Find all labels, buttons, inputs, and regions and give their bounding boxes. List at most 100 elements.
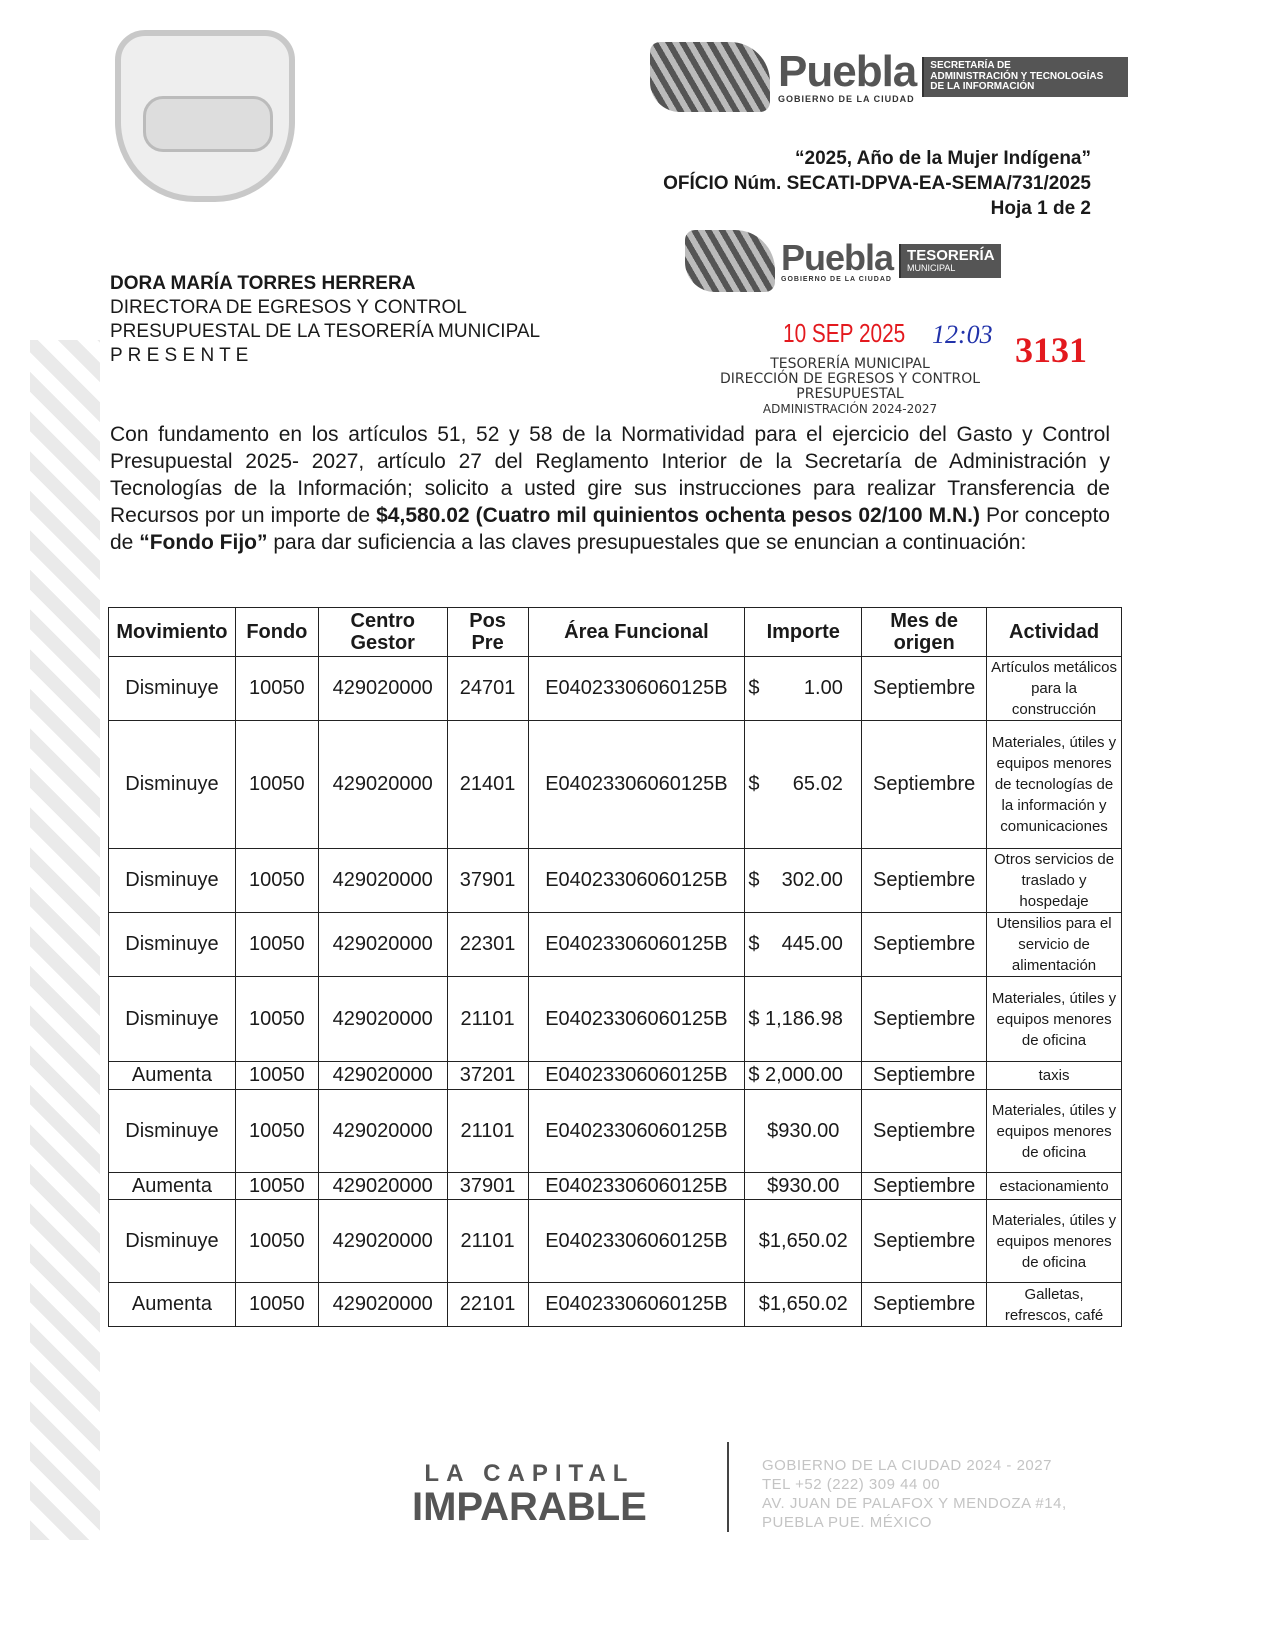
table-row: Aumenta 10050 429020000 37201 E0402330606012…	[108, 1061, 1122, 1090]
table-cell: 429020000	[317, 912, 448, 977]
table-cell: $930.00	[744, 1172, 863, 1200]
table-cell: $1,650.02	[744, 1282, 863, 1327]
table-cell: 429020000	[317, 1061, 448, 1090]
table-cell: 37901	[446, 1172, 529, 1200]
table-cell: Materiales, útiles y equipos menores de …	[986, 720, 1122, 849]
table-cell: 21401	[446, 720, 529, 849]
table-cell: E04023306060125B	[527, 720, 746, 849]
footer-info-line: AV. JUAN DE PALAFOX Y MENDOZA #14,	[762, 1495, 1067, 1512]
table-cell: 429020000	[317, 976, 448, 1062]
reception-stamp-text: TESORERÍA MUNICIPAL DIRECCIÓN DE EGRESOS…	[700, 356, 1000, 417]
table-cell: 429020000	[317, 1172, 448, 1200]
table-cell: Septiembre	[861, 1172, 988, 1200]
table-cell: 21101	[446, 976, 529, 1062]
table-cell: 10050	[234, 848, 319, 913]
column-header: Centro Gestor	[317, 607, 448, 657]
footer-info-line: GOBIERNO DE LA CIUDAD 2024 - 2027	[762, 1457, 1052, 1474]
table-cell: 429020000	[317, 848, 448, 913]
table-row: Disminuye 10050 429020000 21401 E04023306060…	[108, 720, 1122, 849]
table-cell: Disminuye	[108, 656, 236, 721]
puebla-emblem-icon	[650, 42, 770, 112]
table-cell: Disminuye	[108, 1089, 236, 1173]
table-cell: Aumenta	[108, 1061, 236, 1090]
addressee-name: DORA MARÍA TORRES HERRERA	[110, 273, 416, 294]
table-cell: Artículos metálicos para la construcción	[986, 656, 1122, 721]
table-cell: 22101	[446, 1282, 529, 1327]
table-cell: 21101	[446, 1089, 529, 1173]
table-cell: $ 65.02	[744, 720, 863, 849]
box-line: ADMINISTRACIÓN Y TECNOLOGÍAS	[930, 70, 1104, 82]
table-row: Aumenta 10050 429020000 22101 E0402330606012…	[108, 1282, 1122, 1327]
table-cell: Septiembre	[861, 976, 988, 1062]
table-row: Disminuye 10050 429020000 21101 E04023306060…	[108, 1089, 1122, 1173]
amount: $4,580.02 (Cuatro mil quinientos ochenta…	[376, 504, 980, 527]
table-cell: Otros servicios de traslado y hospedaje	[986, 848, 1122, 913]
table-cell: Septiembre	[861, 720, 988, 849]
table-cell: estacionamiento	[986, 1172, 1122, 1200]
table-cell: 10050	[234, 1199, 319, 1283]
table-cell: 10050	[234, 1282, 319, 1327]
table-cell: 10050	[234, 912, 319, 977]
stamp-line: PRESUPUESTAL	[796, 386, 904, 402]
table-cell: $ 302.00	[744, 848, 863, 913]
logo-subtitle: GOBIERNO DE LA CIUDAD	[781, 275, 892, 283]
la-capital-imparable-logo: LA CAPITAL IMPARABLE	[412, 1460, 647, 1529]
table-cell: Septiembre	[861, 848, 988, 913]
tesoreria-box: TESORERÍA MUNICIPAL	[899, 244, 1001, 278]
table-cell: Aumenta	[108, 1282, 236, 1327]
table-cell: 21101	[446, 1199, 529, 1283]
footer-info-line: TEL +52 (222) 309 44 00	[762, 1476, 941, 1493]
stamp-line: TESORERÍA MUNICIPAL	[770, 356, 930, 372]
box-line: DE LA INFORMACIÓN	[930, 81, 1035, 93]
table-cell: Materiales, útiles y equipos menores de …	[986, 1089, 1122, 1173]
addressee-title: DIRECTORA DE EGRESOS Y CONTROL	[110, 297, 467, 318]
table-cell: 37901	[446, 848, 529, 913]
table-cell: $930.00	[744, 1089, 863, 1173]
table-cell: 22301	[446, 912, 529, 977]
footer-contact-info: GOBIERNO DE LA CIUDAD 2024 - 2027 TEL +52…	[762, 1456, 1067, 1532]
stamp-line: DIRECCIÓN DE EGRESOS Y CONTROL	[719, 371, 981, 387]
column-header: Importe	[744, 607, 863, 657]
table-cell: Utensilios para el servicio de alimentac…	[986, 912, 1122, 977]
box-line: TESORERÍA	[907, 247, 995, 265]
logo-word: Puebla	[778, 47, 917, 96]
secati-logo: Puebla GOBIERNO DE LA CIUDAD SECRETARÍA …	[650, 42, 1129, 112]
body-text: para dar suficiencia a las claves presup…	[267, 531, 1027, 554]
table-cell: 429020000	[317, 1199, 448, 1283]
secretaria-box: SECRETARÍA DE ADMINISTRACIÓN Y TECNOLOGÍ…	[922, 57, 1129, 97]
table-cell: Septiembre	[861, 656, 988, 721]
table-header-row: Movimiento Fondo Centro Gestor Pos Pre Área …	[108, 607, 1122, 657]
table-cell: Septiembre	[861, 1199, 988, 1283]
budget-transfer-table: Movimiento Fondo Centro Gestor Pos Pre Área …	[108, 607, 1122, 1327]
table-row: Disminuye 10050 429020000 37901 E04023306060…	[108, 848, 1122, 913]
table-cell: Disminuye	[108, 1199, 236, 1283]
table-row: Disminuye 10050 429020000 22301 E04023306060…	[108, 912, 1122, 977]
concept: “Fondo Fijo”	[139, 531, 268, 554]
page-indicator: Hoja 1 de 2	[990, 198, 1091, 219]
table-row: Aumenta 10050 429020000 37901 E0402330606012…	[108, 1172, 1122, 1200]
footer-logo-line: LA CAPITAL	[424, 1460, 635, 1487]
presente: P R E S E N T E	[110, 345, 249, 366]
table-cell: 10050	[234, 720, 319, 849]
body-paragraph: Con fundamento en los artículos 51, 52 y…	[110, 421, 1110, 556]
table-cell: E04023306060125B	[527, 848, 746, 913]
table-cell: E04023306060125B	[527, 1061, 746, 1090]
table-row: Disminuye 10050 429020000 21101 E04023306060…	[108, 976, 1122, 1062]
table-cell: Disminuye	[108, 912, 236, 977]
logo-word: Puebla	[781, 236, 894, 278]
table-cell: 10050	[234, 656, 319, 721]
table-cell: Septiembre	[861, 1061, 988, 1090]
table-cell: E04023306060125B	[527, 1199, 746, 1283]
table-cell: Disminuye	[108, 976, 236, 1062]
table-cell: Disminuye	[108, 720, 236, 849]
footer-logo-line: IMPARABLE	[412, 1485, 647, 1529]
box-line: SECRETARÍA DE	[930, 60, 1011, 72]
table-cell: 10050	[234, 1061, 319, 1090]
column-header: Pos Pre	[446, 607, 529, 657]
table-cell: Materiales, útiles y equipos menores de …	[986, 1199, 1122, 1283]
tesoreria-stamp-logo: Puebla GOBIERNO DE LA CIUDAD TESORERÍA M…	[685, 230, 1001, 292]
column-header: Fondo	[234, 607, 319, 657]
table-cell: E04023306060125B	[527, 976, 746, 1062]
table-cell: 429020000	[317, 1282, 448, 1327]
